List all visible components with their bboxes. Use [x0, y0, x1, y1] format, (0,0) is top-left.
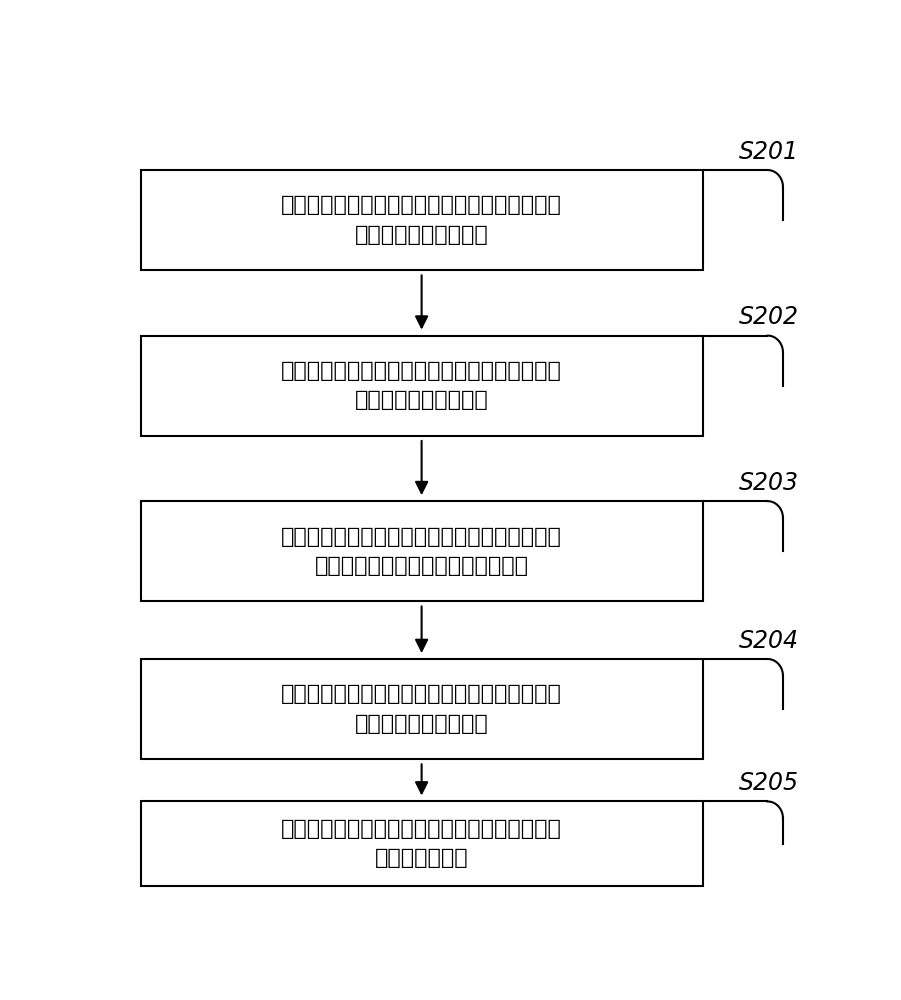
Text: 于第二参与方的设备数据的权重数据: 于第二参与方的设备数据的权重数据: [314, 556, 529, 576]
Bar: [141, 659, 703, 759]
Text: S204: S204: [739, 629, 799, 653]
Bar: [141, 801, 703, 886]
Text: 数据，训练预测分类器: 数据，训练预测分类器: [355, 390, 488, 410]
Text: S202: S202: [739, 305, 799, 329]
Bar: [141, 501, 703, 601]
Text: 基于第二参与方的设备数据和所述权重数据，训: 基于第二参与方的设备数据和所述权重数据，训: [281, 684, 562, 704]
Bar: [141, 170, 703, 270]
Text: S205: S205: [739, 771, 799, 795]
Text: 获取联合学习架构下的第一参与方的设备数据和: 获取联合学习架构下的第一参与方的设备数据和: [281, 195, 562, 215]
Text: 根据预测分类器，确定第一参与方的设备数据关: 根据预测分类器，确定第一参与方的设备数据关: [281, 527, 562, 547]
Text: 利用第一参与方的设备数据和第二参与方的设备: 利用第一参与方的设备数据和第二参与方的设备: [281, 361, 562, 381]
Text: 第二参与方的设备数据: 第二参与方的设备数据: [355, 225, 488, 245]
Text: S203: S203: [739, 471, 799, 495]
Text: 练预测式梯度提升模型: 练预测式梯度提升模型: [355, 714, 488, 734]
Bar: [141, 336, 703, 436]
Text: S201: S201: [739, 140, 799, 164]
Text: 利用预测式梯度提升模型预测第一参与方设备的: 利用预测式梯度提升模型预测第一参与方设备的: [281, 819, 562, 839]
Text: 烟气含氧量负荷: 烟气含氧量负荷: [375, 848, 469, 868]
